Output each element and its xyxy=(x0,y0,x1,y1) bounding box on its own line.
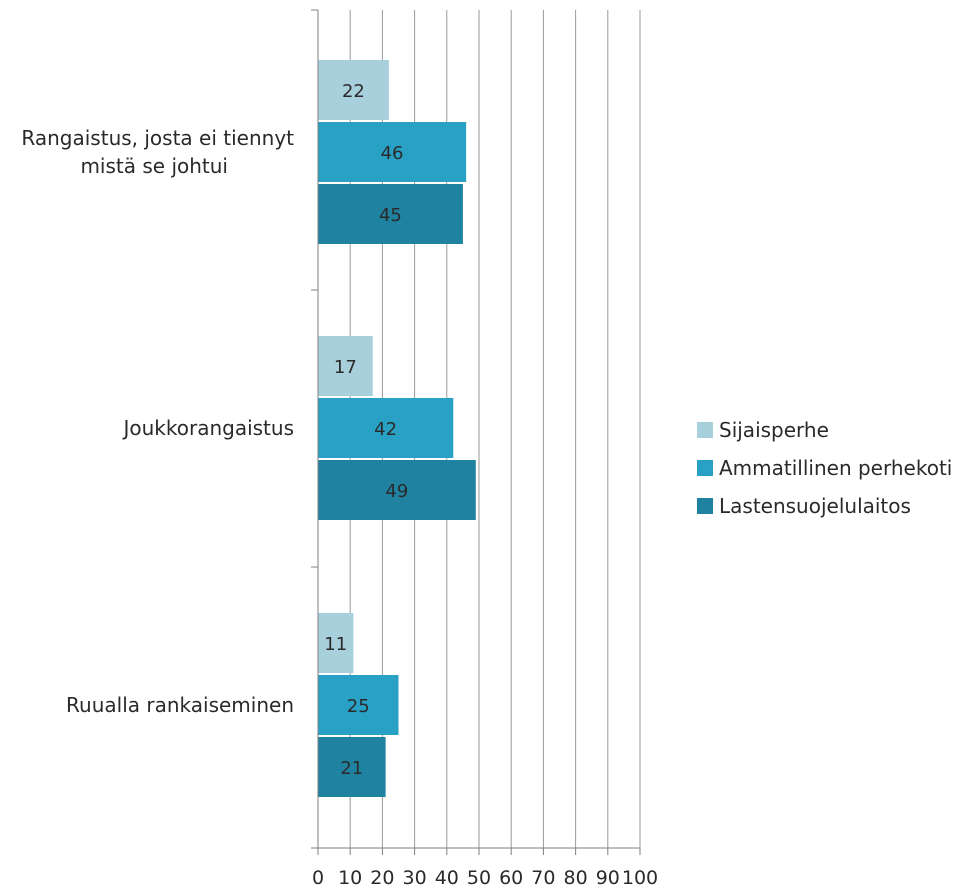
legend-swatch xyxy=(697,498,713,514)
bar xyxy=(318,398,454,458)
bar-value-label: 46 xyxy=(381,143,404,164)
x-tick-label: 90 xyxy=(596,867,620,889)
legend-label: Sijaisperhe xyxy=(719,418,829,442)
bar-value-label: 22 xyxy=(342,81,365,102)
category-label: Ruualla rankaiseminen xyxy=(66,693,294,717)
legend-label: Lastensuojelulaitos xyxy=(719,494,911,518)
x-tick-label: 0 xyxy=(312,867,324,889)
x-tick-label: 10 xyxy=(338,867,362,889)
x-tick-label: 20 xyxy=(370,867,394,889)
category-label: Rangaistus, josta ei tiennyt mistä se joh… xyxy=(21,126,294,178)
legend: Sijaisperhe Ammatillinen perhekoti Lastens… xyxy=(697,418,952,518)
bar xyxy=(318,675,399,735)
bar xyxy=(318,60,389,120)
bar-value-label: 42 xyxy=(374,419,397,440)
bar xyxy=(318,460,476,520)
legend-label: Ammatillinen perhekoti xyxy=(719,456,952,480)
x-tick-label: 100 xyxy=(622,867,658,889)
bar xyxy=(318,613,354,673)
bar xyxy=(318,184,463,244)
x-tick-label: 50 xyxy=(467,867,491,889)
x-tick-label: 80 xyxy=(564,867,588,889)
bar xyxy=(318,737,386,797)
axes: 0 10 20 30 40 50 60 70 80 90 100 Rangaistus, josta … xyxy=(21,9,658,889)
bar xyxy=(318,336,373,396)
bar-value-label: 49 xyxy=(385,481,408,502)
x-tick-label: 30 xyxy=(403,867,427,889)
bar xyxy=(318,122,467,182)
x-tick-label: 70 xyxy=(531,867,555,889)
x-tick-label: 60 xyxy=(499,867,523,889)
bars: 22 46 45 17 42 49 11 25 21 xyxy=(318,60,476,797)
x-tick-label: 40 xyxy=(435,867,459,889)
category-label: Joukkorangaistus xyxy=(121,416,294,440)
legend-swatch xyxy=(697,460,713,476)
bar-value-label: 45 xyxy=(379,205,402,226)
legend-swatch xyxy=(697,422,713,438)
bar-value-label: 17 xyxy=(334,357,357,378)
bar-value-label: 11 xyxy=(324,634,347,655)
bar-value-label: 25 xyxy=(347,696,370,717)
bar-value-label: 21 xyxy=(340,758,363,779)
